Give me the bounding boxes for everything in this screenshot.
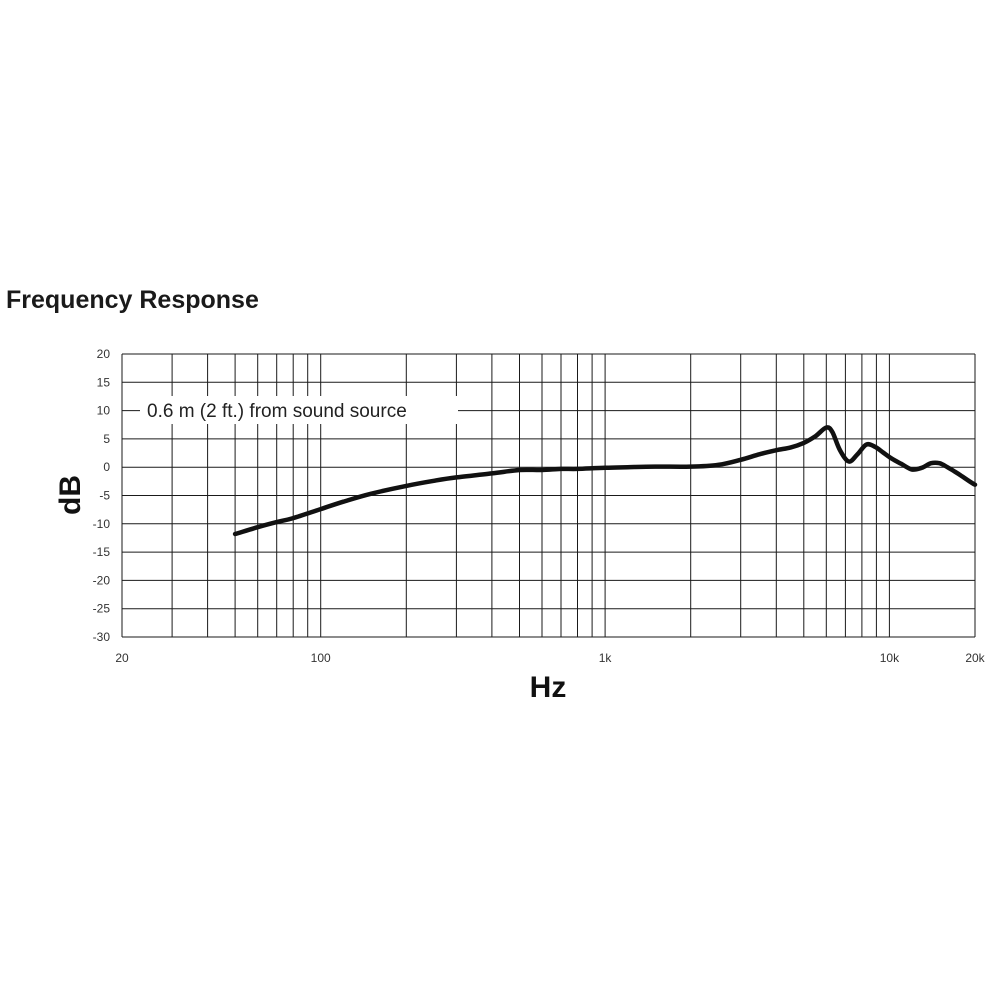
y-tick-label: -5 [99, 489, 110, 503]
y-tick-label: 15 [97, 375, 111, 389]
y-tick-label: -20 [93, 573, 111, 587]
y-axis-label: dB [54, 475, 87, 515]
y-tick-label: -10 [93, 517, 111, 531]
y-tick-labels: 20 15 10 5 0 -5 -10 -15 -20 -25 -30 [93, 347, 111, 644]
x-axis-label: Hz [530, 671, 567, 704]
x-tick-label: 20 [115, 651, 129, 665]
y-tick-label: 0 [103, 460, 110, 474]
x-tick-label: 20k [965, 651, 985, 665]
response-curve [232, 425, 978, 537]
x-tick-label: 1k [599, 651, 613, 665]
x-tick-label: 100 [311, 651, 331, 665]
chart-title: Frequency Response [6, 286, 259, 314]
y-tick-label: 5 [103, 432, 110, 446]
y-tick-label: -30 [93, 630, 111, 644]
y-tick-label: -15 [93, 545, 111, 559]
annotation-background [140, 396, 458, 424]
x-tick-labels: 20 100 1k 10k 20k [115, 651, 985, 665]
x-tick-label: 10k [880, 651, 900, 665]
y-tick-label: 10 [97, 404, 111, 418]
y-tick-label: 20 [97, 347, 111, 361]
y-tick-label: -25 [93, 602, 111, 616]
annotation-label: 0.6 m (2 ft.) from sound source [147, 401, 407, 422]
